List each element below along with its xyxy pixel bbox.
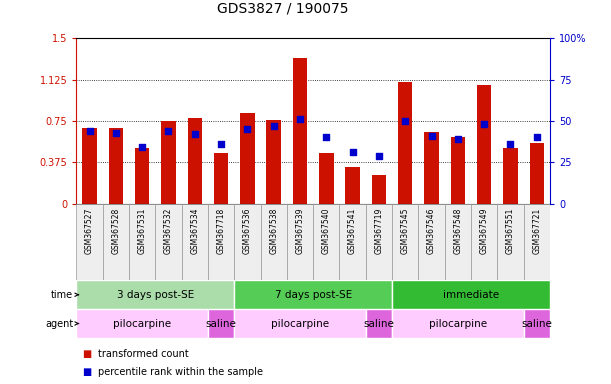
Text: GDS3827 / 190075: GDS3827 / 190075 [217, 2, 348, 15]
Text: GSM367541: GSM367541 [348, 207, 357, 254]
Text: GSM367528: GSM367528 [111, 207, 120, 253]
Bar [129, 204, 155, 280]
Text: GSM367531: GSM367531 [137, 207, 147, 254]
Bar [419, 204, 445, 280]
Text: ■: ■ [82, 367, 92, 377]
Bar [155, 204, 181, 280]
Bar [497, 204, 524, 280]
Point [269, 123, 279, 129]
Bar [234, 280, 392, 309]
Text: saline: saline [521, 318, 552, 329]
Bar [234, 309, 366, 338]
Bar [524, 309, 550, 338]
Point [85, 128, 95, 134]
Bar [471, 204, 497, 280]
Text: GSM367721: GSM367721 [532, 207, 541, 253]
Text: GSM367527: GSM367527 [85, 207, 94, 254]
Bar [450, 137, 465, 204]
Bar [371, 175, 386, 204]
Bar [366, 204, 392, 280]
Point [400, 118, 410, 124]
Bar [135, 149, 149, 204]
Text: pilocarpine: pilocarpine [429, 318, 487, 329]
Text: GSM367540: GSM367540 [322, 207, 331, 254]
Bar [266, 120, 281, 204]
Bar [82, 127, 97, 204]
Point [348, 149, 357, 156]
Text: GSM367534: GSM367534 [190, 207, 199, 254]
Text: GSM367719: GSM367719 [375, 207, 384, 254]
Text: GSM367718: GSM367718 [216, 207, 225, 253]
Bar [208, 204, 234, 280]
Bar [234, 204, 260, 280]
Bar [181, 204, 208, 280]
Text: agent: agent [45, 318, 73, 329]
Bar [287, 204, 313, 280]
Bar [345, 167, 360, 204]
Bar [188, 118, 202, 204]
Bar [240, 113, 255, 204]
Point [532, 134, 541, 141]
Bar [319, 153, 334, 204]
Text: transformed count: transformed count [98, 349, 189, 359]
Bar [477, 84, 491, 204]
Point [374, 152, 384, 159]
Text: GSM367545: GSM367545 [401, 207, 410, 254]
Text: pilocarpine: pilocarpine [113, 318, 171, 329]
Text: GSM367549: GSM367549 [480, 207, 489, 254]
Bar [392, 280, 550, 309]
Bar [313, 204, 340, 280]
Point [453, 136, 463, 142]
Bar [530, 143, 544, 204]
Text: percentile rank within the sample: percentile rank within the sample [98, 367, 263, 377]
Bar [340, 204, 366, 280]
Text: saline: saline [364, 318, 394, 329]
Text: saline: saline [206, 318, 236, 329]
Text: GSM367532: GSM367532 [164, 207, 173, 254]
Bar [445, 204, 471, 280]
Bar [293, 58, 307, 204]
Point [505, 141, 515, 147]
Bar [503, 149, 518, 204]
Bar [392, 204, 419, 280]
Point [164, 128, 174, 134]
Point [321, 134, 331, 141]
Bar [103, 204, 129, 280]
Point [243, 126, 252, 132]
Bar [214, 153, 229, 204]
Bar [398, 83, 412, 204]
Point [426, 133, 436, 139]
Text: ■: ■ [82, 349, 92, 359]
Text: GSM367551: GSM367551 [506, 207, 515, 254]
Point [216, 141, 226, 147]
Text: GSM367538: GSM367538 [269, 207, 278, 254]
Bar [424, 132, 439, 204]
Bar [76, 309, 208, 338]
Text: GSM367548: GSM367548 [453, 207, 463, 254]
Point [295, 116, 305, 122]
Text: time: time [51, 290, 73, 300]
Point [479, 121, 489, 127]
Point [190, 131, 200, 137]
Text: 3 days post-SE: 3 days post-SE [117, 290, 194, 300]
Bar [260, 204, 287, 280]
Bar [161, 121, 176, 204]
Text: GSM367546: GSM367546 [427, 207, 436, 254]
Point [137, 144, 147, 151]
Bar [208, 309, 234, 338]
Point [111, 129, 121, 136]
Text: immediate: immediate [443, 290, 499, 300]
Text: pilocarpine: pilocarpine [271, 318, 329, 329]
Text: GSM367536: GSM367536 [243, 207, 252, 254]
Bar [76, 280, 234, 309]
Text: 7 days post-SE: 7 days post-SE [274, 290, 352, 300]
Bar [392, 309, 524, 338]
Bar [366, 309, 392, 338]
Bar [76, 204, 103, 280]
Bar [109, 127, 123, 204]
Bar [524, 204, 550, 280]
Text: GSM367539: GSM367539 [296, 207, 304, 254]
